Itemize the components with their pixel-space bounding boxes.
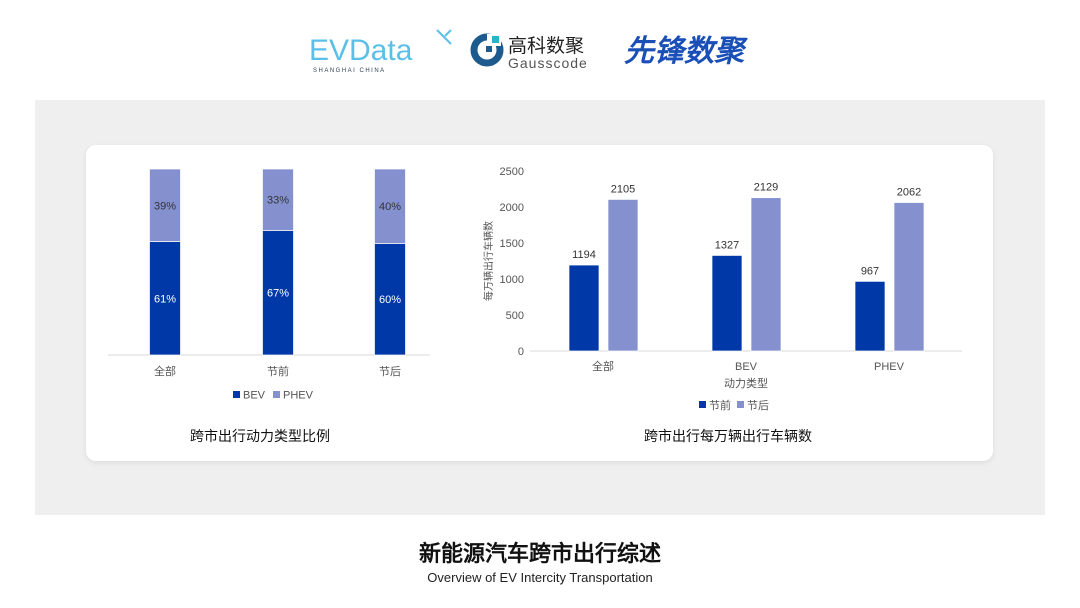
bar-before <box>711 255 743 352</box>
legend-label: PHEV <box>283 390 314 402</box>
legend-swatch <box>273 391 280 398</box>
data-label: 2129 <box>754 182 778 194</box>
category-label: 节后 <box>379 365 401 378</box>
chart2-xlabel: 动力类型 <box>724 376 768 390</box>
category-label: BEV <box>735 361 758 373</box>
bar-phev <box>262 168 294 231</box>
page-title: 新能源汽车跨市出行综述 <box>418 542 661 567</box>
data-label: 40% <box>379 201 401 213</box>
category-label: 节前 <box>267 364 289 378</box>
data-label: 60% <box>379 294 401 306</box>
y-tick-label: 0 <box>518 346 524 358</box>
data-label: 2105 <box>611 183 635 195</box>
bar-bev <box>374 243 406 356</box>
legend-swatch <box>233 391 240 398</box>
chart1-title: 跨市出行动力类型比例 <box>190 428 330 444</box>
bar-bev <box>262 230 294 356</box>
bar-phev <box>374 168 406 244</box>
evdata-logo-text: EVData <box>309 34 413 67</box>
legend-label: 节后 <box>747 399 769 412</box>
bar-after <box>893 202 925 352</box>
gausscode-logo-en: Gausscode <box>508 55 588 71</box>
chart2-ylabel: 每万辆出行车辆数 <box>482 221 495 301</box>
chart2-title: 跨市出行每万辆出行车辆数 <box>644 428 812 444</box>
evdata-logo-sub: SHANGHAI CHINA <box>313 68 386 74</box>
category-label: 全部 <box>592 359 614 373</box>
y-tick-label: 1500 <box>500 238 524 250</box>
chart-power-type-ratio: 跨市出行动力类型比例 61% 39% 全部 67% 33% 节前 60% 40% 节后 BEV PH… <box>108 168 430 444</box>
y-tick-label: 2500 <box>500 166 524 178</box>
bar-before <box>568 264 600 352</box>
legend-label: BEV <box>243 390 266 402</box>
logos: EVData SHANGHAI CHINA 高科数聚 Gausscode 先锋数… <box>0 24 1080 76</box>
chart-vehicles-per-10k: 跨市出行每万辆出行车辆数 动力类型 每万辆出行车辆数 0 500 1000 1500 2… <box>482 166 962 444</box>
y-tick-label: 1000 <box>500 274 524 286</box>
data-label: 967 <box>861 265 879 277</box>
legend-label: 节前 <box>709 398 731 412</box>
category-label: 全部 <box>154 364 176 378</box>
data-label: 39% <box>154 200 176 212</box>
bar-after <box>607 199 639 352</box>
data-label: 1327 <box>715 239 739 251</box>
y-tick-label: 2000 <box>500 202 524 214</box>
gausscode-logo: 高科数聚 Gausscode <box>470 33 588 71</box>
y-tick-label: 500 <box>506 310 524 322</box>
gausscode-logo-cn: 高科数聚 <box>508 35 584 57</box>
bar-phev <box>149 168 181 242</box>
data-label: 67% <box>267 288 289 300</box>
bar-before <box>854 281 886 352</box>
category-label: PHEV <box>874 361 905 373</box>
xianfeng-logo: 先锋数聚 <box>624 35 748 68</box>
legend-swatch <box>699 401 706 408</box>
data-label: 61% <box>154 293 176 305</box>
evdata-logo: EVData SHANGHAI CHINA <box>309 29 452 74</box>
page-subtitle: Overview of EV Intercity Transportation <box>427 570 653 585</box>
xianfeng-logo-text: 先锋数聚 <box>624 35 748 68</box>
data-label: 1194 <box>572 249 596 261</box>
bar-after <box>750 197 782 352</box>
data-label: 33% <box>267 195 289 207</box>
data-label: 2062 <box>897 187 921 199</box>
chart-card <box>86 145 993 461</box>
legend-swatch <box>737 401 744 408</box>
